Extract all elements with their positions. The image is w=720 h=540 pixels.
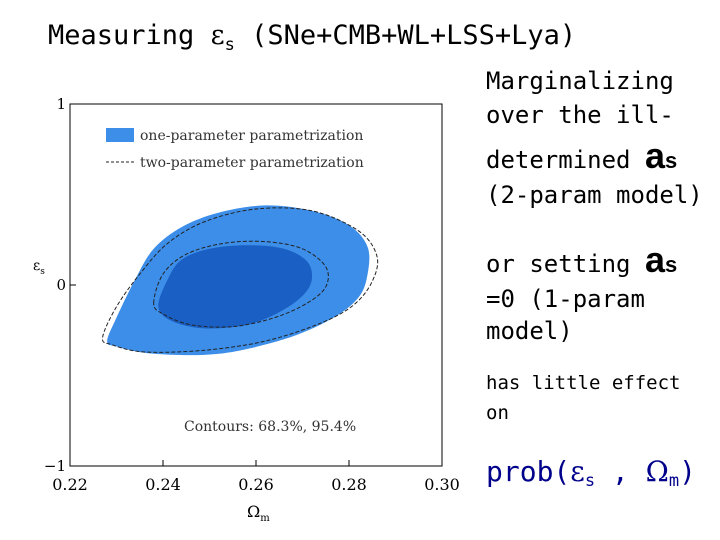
title-prefix: Measuring [48,20,211,51]
text-or-setting: or setting [486,250,631,278]
contour-two-param-954 [101,207,379,353]
x-tick-label: 0.22 [52,475,88,494]
prob-prefix: prob( [486,455,571,488]
alpha-symbol: a [644,135,665,176]
text-line-on: on [486,402,509,424]
alpha-subscript: s [664,148,678,173]
contour-levels-annotation: Contours: 68.3%, 95.4% [184,419,356,435]
prob-separator: , [595,455,646,488]
prob-epsilon-subscript: s [584,471,596,491]
text-determined: determined [486,146,631,174]
legend-label-two-parameter: two-parameter parametrization [140,155,364,171]
chart-legend: one-parameter parametrization two-parame… [106,128,364,171]
text-line-little-effect: has little effect [486,372,681,394]
title-epsilon-subscript: s [224,35,235,55]
x-tick-label: 0.24 [145,475,181,494]
title-epsilon-symbol: ε [210,20,225,51]
prob-omega-symbol: Ω [645,455,669,488]
y-tick-label: −1 [44,457,66,475]
y-axis-label: εs [33,258,45,277]
contour-layer [101,205,379,356]
y-tick-label: 1 [56,95,66,113]
contour-two-param-683 [153,240,329,328]
x-tick-label: 0.26 [238,475,274,494]
title-suffix: (SNe+CMB+WL+LSS+Lya) [234,20,577,51]
alpha-subscript-2: s [664,252,678,277]
text-line-2-param-model: (2-param model) [486,181,703,209]
text-line-over-the-ill: over the ill- [486,101,674,129]
axis-ticks: 0.22 0.24 0.26 0.28 0.30 1 0 −1 [44,95,460,494]
x-tick-label: 0.28 [331,475,367,494]
text-line-model: model) [486,317,573,345]
prob-omega-subscript: m [668,471,680,491]
text-line-equals-zero: =0 (1-param [486,285,645,313]
text-line-or-setting: or setting as [486,238,677,287]
text-line-marginalizing: Marginalizing [486,67,674,95]
legend-label-one-parameter: one-parameter parametrization [140,128,363,144]
y-tick-label: 0 [56,276,66,294]
contour-one-param-683 [158,245,313,329]
prob-epsilon-symbol: ε [570,455,585,488]
slide-title: Measuring εs (SNe+CMB+WL+LSS+Lya) [48,20,576,55]
legend-swatch-filled [106,128,134,142]
x-tick-label: 0.30 [424,475,460,494]
x-axis-label: Ωm [247,502,270,524]
prob-suffix: ) [679,455,696,488]
prob-expression: prob(εs , Ωm) [486,455,696,491]
text-line-determined: determined as [486,134,677,183]
alpha-symbol-2: a [644,239,665,280]
